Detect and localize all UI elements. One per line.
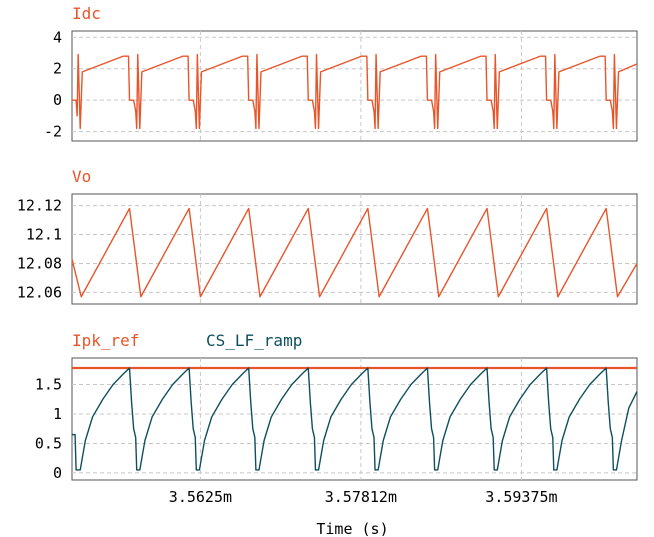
panel-3-frame [71, 357, 638, 481]
panel-1-ytick-label: 2 [53, 60, 62, 78]
series-vo-line [71, 207, 638, 298]
series-idc-line [72, 53, 638, 130]
panel-3-ytick-label: 0.5 [35, 434, 62, 452]
panel-1-ytick-label: 0 [53, 91, 62, 109]
panel-2-ytick-label: 12.12 [17, 197, 62, 215]
panel-1-ytick-label: -2 [44, 123, 62, 141]
legend-vo: Vo [72, 167, 91, 186]
panel-2-ytick-label: 12.1 [26, 226, 62, 244]
panel-2-ytick-label: 12.08 [17, 254, 62, 272]
panel-1-frame [71, 30, 638, 142]
panel-1-ytick-label: 4 [53, 28, 62, 46]
legend-ipk-ref: Ipk_ref [72, 331, 139, 350]
legend-idc: Idc [72, 4, 101, 23]
x-axis-label: Time (s) [316, 520, 388, 537]
series-cs-lf-ramp-line [72, 367, 638, 471]
x-tick-label: 3.5625m [169, 488, 232, 506]
x-tick-label: 3.57812m [325, 488, 397, 506]
x-tick-label: 3.59375m [485, 488, 557, 506]
panel-2-ytick-label: 12.06 [17, 283, 62, 301]
legend-cs-lf-ramp: CS_LF_ramp [206, 331, 302, 350]
panel-3-ytick-label: 1 [53, 405, 62, 423]
panel-3-ytick-label: 0 [53, 464, 62, 482]
panel-3-ytick-label: 1.5 [35, 376, 62, 394]
